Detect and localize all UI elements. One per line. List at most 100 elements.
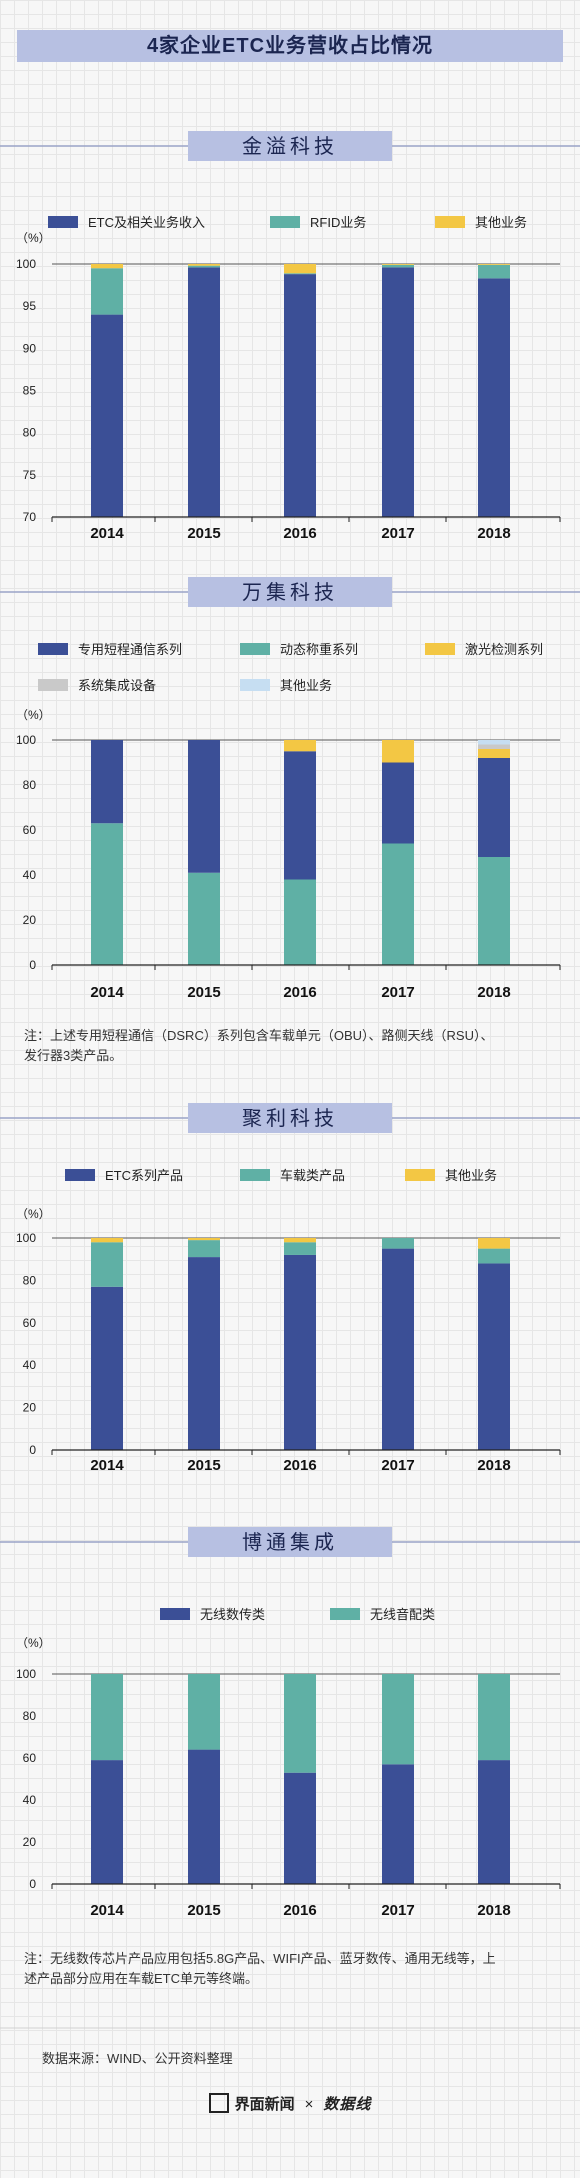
chart3-bar-2018-series1 — [478, 1263, 510, 1450]
chart1-title: 金溢科技 — [242, 135, 338, 158]
chart2-ytick-60: 60 — [23, 823, 37, 837]
chart3-ytick-20: 20 — [23, 1401, 37, 1415]
chart2-title: 万集科技 — [242, 581, 338, 604]
chart4-bar-2014-series2 — [91, 1674, 123, 1761]
chart4-xtick-2016: 2016 — [283, 1902, 316, 1919]
footer-separator: × — [304, 2096, 314, 2113]
chart1-bar-2014-series3 — [91, 264, 123, 269]
chart1-legend-swatch-1 — [48, 216, 78, 228]
chart3-bar-2015-series3 — [188, 1238, 220, 1241]
chart3-ytick-0: 0 — [29, 1443, 36, 1457]
chart2-bar-2015-series2 — [188, 740, 220, 873]
chart2-legend-swatch-5 — [240, 679, 270, 691]
chart2-ytick-100: 100 — [16, 733, 36, 747]
page-title: 4家企业ETC业务营收占比情况 — [17, 30, 563, 62]
chart2-ylabel: （%） — [16, 708, 51, 722]
chart1-ytick-75: 75 — [23, 468, 37, 482]
chart1-bar-2014-series2 — [91, 268, 123, 315]
chart4-banner-box — [188, 1527, 392, 1557]
chart3-legend-swatch-1 — [65, 1169, 95, 1181]
chart3-title: 聚利科技 — [242, 1107, 338, 1130]
chart2-xtick-2017: 2017 — [381, 984, 414, 1001]
chart1-banner-box — [188, 131, 392, 161]
chart3-ytick-100: 100 — [16, 1231, 36, 1245]
chart2-bar-2016-series2 — [284, 751, 316, 880]
chart3-bar-2014-series1 — [91, 1286, 123, 1450]
chart1-bar-2018-series1 — [478, 278, 510, 517]
chart1-bar-2017-series2 — [382, 264, 414, 268]
chart3-xtick-2015: 2015 — [187, 1457, 220, 1474]
chart1-bar-2016-series1 — [284, 274, 316, 517]
chart2-legend-swatch-3 — [425, 643, 455, 655]
chart4-ytick-100: 100 — [16, 1667, 36, 1681]
chart2-bar-2017-series2 — [382, 762, 414, 844]
footer: 界面新闻 × 数据线 — [0, 2085, 580, 2125]
chart4-bar-2015-series2 — [188, 1674, 220, 1750]
chart4-note-line-2: 述产品部分应用在车载ETC单元等终端。 — [24, 1971, 258, 1986]
chart1-bar-2015-series3 — [188, 264, 220, 266]
chart2-legend-swatch-2 — [38, 643, 68, 655]
chart4-ylabel: （%） — [16, 1636, 51, 1650]
chart4-legend-label-2: 无线音配类 — [370, 1607, 435, 1622]
chart3-legend-swatch-2 — [240, 1169, 270, 1181]
chart3-bar-2015-series1 — [188, 1257, 220, 1450]
chart1-legend-swatch-2 — [270, 216, 300, 228]
chart3-legend-swatch-3 — [405, 1169, 435, 1181]
chart4-bar-2017-series1 — [382, 1764, 414, 1884]
chart1-bar-2017-series1 — [382, 267, 414, 517]
chart2-bar-2018-series1 — [478, 857, 510, 965]
chart3-xtick-2014: 2014 — [90, 1457, 124, 1474]
chart4-xtick-2018: 2018 — [477, 1902, 510, 1919]
chart2-xtick-2015: 2015 — [187, 984, 220, 1001]
chart3-ytick-40: 40 — [23, 1358, 37, 1372]
chart2-xtick-2018: 2018 — [477, 984, 510, 1001]
chart4-bar-2018-series2 — [478, 1674, 510, 1761]
chart4-ytick-80: 80 — [23, 1709, 37, 1723]
chart3-bar-2014-series2 — [91, 1242, 123, 1287]
chart1-legend-label-3: 其他业务 — [475, 215, 527, 230]
chart1-legend-label-1: ETC及相关业务收入 — [88, 215, 205, 230]
chart1-bar-2018-series3 — [478, 264, 510, 265]
chart3-bar-2018-series2 — [478, 1248, 510, 1264]
chart3-legend-label-2: 车载类产品 — [280, 1168, 345, 1183]
chart2-xtick-2016: 2016 — [283, 984, 316, 1001]
chart2-bar-2018-series4 — [478, 744, 510, 749]
chart2-bar-2017-series1 — [382, 843, 414, 965]
chart1-bar-2018-series2 — [478, 264, 510, 279]
chart3-ylabel: （%） — [16, 1207, 51, 1221]
chart1-xtick-2016: 2016 — [283, 525, 316, 542]
chart4-bar-2016-series2 — [284, 1674, 316, 1773]
chart2-legend-label-3: 激光检测系列 — [465, 642, 543, 657]
chart1-ytick-100: 100 — [16, 257, 36, 271]
chart4-bar-2018-series1 — [478, 1760, 510, 1884]
chart1-xtick-2015: 2015 — [187, 525, 220, 542]
chart3-bar-2018-series3 — [478, 1238, 510, 1249]
chart1-ylabel: （%） — [16, 231, 51, 245]
chart1-ytick-70: 70 — [23, 510, 37, 524]
chart3-bar-2016-series2 — [284, 1242, 316, 1255]
chart2-banner-box — [188, 577, 392, 607]
chart1-bar-2016-series3 — [284, 264, 316, 274]
chart4-ytick-20: 20 — [23, 1835, 37, 1849]
chart1-xtick-2014: 2014 — [90, 525, 124, 542]
chart4-bar-2015-series1 — [188, 1749, 220, 1884]
chart1-ytick-95: 95 — [23, 299, 37, 313]
chart1-bar-2014-series1 — [91, 314, 123, 517]
chart2-bar-2018-series2 — [478, 758, 510, 857]
chart4-ytick-0: 0 — [29, 1877, 36, 1891]
chart3-xtick-2017: 2017 — [381, 1457, 414, 1474]
chart4-ytick-40: 40 — [23, 1793, 37, 1807]
chart3-xtick-2016: 2016 — [283, 1457, 316, 1474]
chart2-bar-2016-series3 — [284, 740, 316, 752]
chart2-bar-2014-series1 — [91, 823, 123, 965]
chart2-bar-2017-series3 — [382, 740, 414, 763]
source-note: 数据来源：WIND、公开资料整理 — [42, 2051, 233, 2066]
chart1-xtick-2017: 2017 — [381, 525, 414, 542]
chart3-banner-box — [188, 1103, 392, 1133]
chart3-bar-2015-series2 — [188, 1240, 220, 1258]
chart1-ytick-90: 90 — [23, 341, 37, 355]
chart2-note: 注：上述专用短程通信（DSRC）系列包含车载单元（OBU）、路侧天线（RSU）、… — [24, 1028, 493, 1063]
chart4-xtick-2014: 2014 — [90, 1902, 124, 1919]
chart4-note-line-1: 注：无线数传芯片产品应用包括5.8G产品、WIFI产品、蓝牙数传、通用无线等，上 — [24, 1951, 496, 1966]
